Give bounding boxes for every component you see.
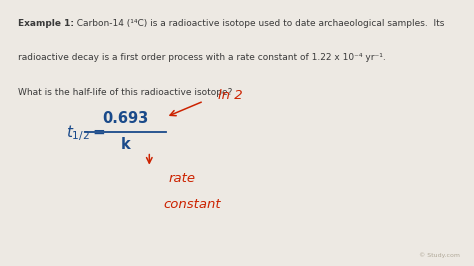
Text: $\mathit{t}_{1/2}=$: $\mathit{t}_{1/2}=$	[66, 123, 106, 143]
Text: radioactive decay is a first order process with a rate constant of 1.22 x 10⁻⁴ y: radioactive decay is a first order proce…	[18, 53, 386, 62]
Text: Carbon-14 (¹⁴C) is a radioactive isotope used to date archaeological samples.  I: Carbon-14 (¹⁴C) is a radioactive isotope…	[71, 19, 445, 28]
Text: What is the half-life of this radioactive isotope?: What is the half-life of this radioactiv…	[18, 88, 232, 97]
Text: constant: constant	[164, 198, 221, 211]
Text: k: k	[121, 138, 130, 152]
Text: rate: rate	[168, 172, 195, 185]
Text: ln 2: ln 2	[218, 89, 243, 102]
Text: © Study.com: © Study.com	[419, 252, 460, 258]
Text: 0.693: 0.693	[102, 111, 149, 126]
Text: Example 1:: Example 1:	[18, 19, 74, 28]
